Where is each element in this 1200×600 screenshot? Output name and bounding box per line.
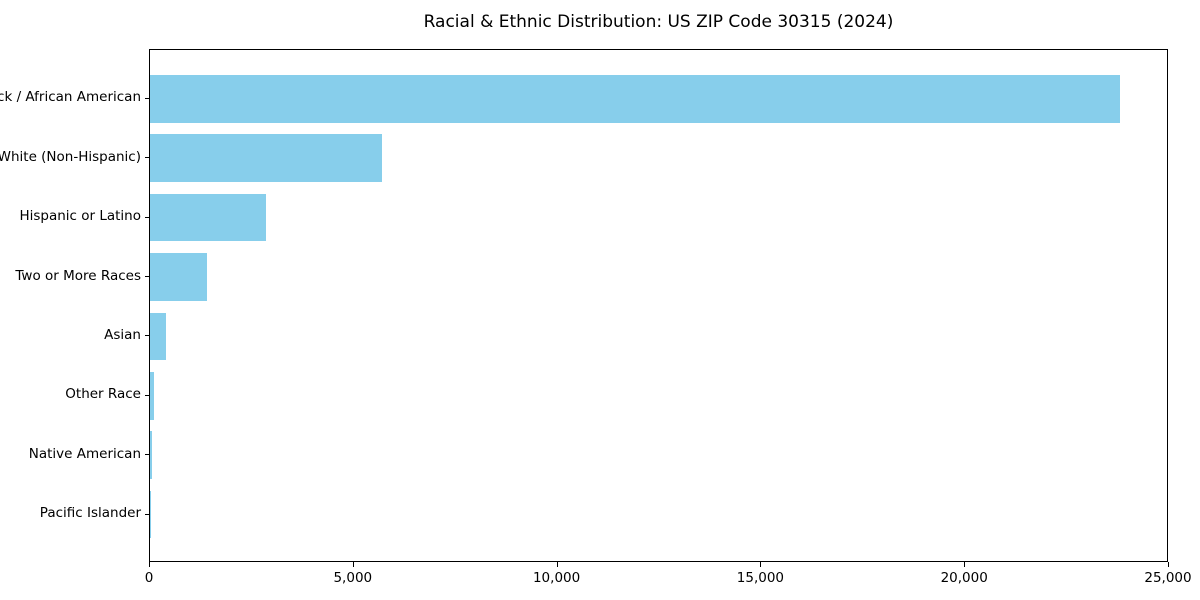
x-tick-mark bbox=[149, 562, 150, 567]
x-tick-mark bbox=[352, 562, 354, 567]
y-tick-label-hispanic-or-latino: Hispanic or Latino bbox=[19, 208, 141, 225]
bar-other-race bbox=[150, 372, 155, 420]
x-tick-label-10-000: 10,000 bbox=[532, 570, 581, 586]
y-tick-label-native-american: Native American bbox=[28, 445, 141, 462]
bar-native-american bbox=[150, 431, 152, 479]
x-tick-mark bbox=[964, 562, 966, 567]
chart-title: Racial & Ethnic Distribution: US ZIP Cod… bbox=[423, 12, 894, 32]
plot-area bbox=[149, 49, 1168, 562]
y-tick-label-black-african-american: Black / African American bbox=[0, 89, 141, 106]
y-tick-label-pacific-islander: Pacific Islander bbox=[39, 505, 141, 522]
bar-white-non-hispanic bbox=[150, 134, 383, 182]
bar-two-or-more-races bbox=[150, 253, 208, 301]
y-tick-label-white-non-hispanic: White (Non-Hispanic) bbox=[0, 148, 141, 165]
bar-asian bbox=[150, 312, 166, 361]
y-tick-label-asian: Asian bbox=[104, 326, 141, 343]
y-tick-label-other-race: Other Race bbox=[65, 386, 141, 403]
bar-hispanic-or-latino bbox=[150, 193, 267, 242]
y-tick-label-two-or-more-races: Two or More Races bbox=[15, 267, 141, 284]
x-tick-mark bbox=[760, 562, 762, 567]
x-tick-label-0: 0 bbox=[144, 570, 154, 586]
x-tick-mark bbox=[556, 562, 558, 567]
x-tick-label-5-000: 5,000 bbox=[333, 570, 373, 586]
bar-black-african-american bbox=[150, 75, 1121, 123]
x-tick-label-20-000: 20,000 bbox=[940, 570, 988, 586]
x-tick-mark bbox=[1168, 562, 1169, 567]
x-tick-label-15-000: 15,000 bbox=[736, 570, 785, 586]
x-tick-label-25-000: 25,000 bbox=[1144, 570, 1192, 586]
